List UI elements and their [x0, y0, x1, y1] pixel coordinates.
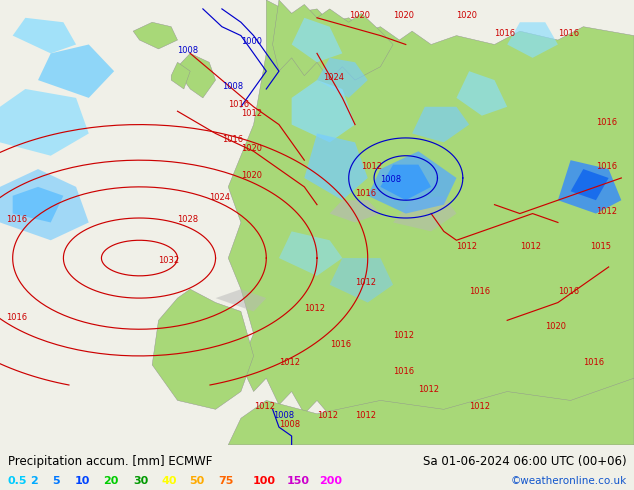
- Text: 1016: 1016: [558, 287, 579, 295]
- Text: ©weatheronline.co.uk: ©weatheronline.co.uk: [510, 476, 626, 486]
- Text: 1008: 1008: [279, 420, 300, 429]
- Polygon shape: [393, 196, 456, 231]
- Polygon shape: [38, 45, 114, 98]
- Text: 1016: 1016: [393, 367, 414, 376]
- Text: 2: 2: [30, 476, 38, 486]
- Text: 1012: 1012: [361, 162, 382, 171]
- Polygon shape: [279, 231, 342, 276]
- Polygon shape: [178, 53, 216, 98]
- Text: 1008: 1008: [273, 411, 294, 420]
- Text: 1016: 1016: [583, 358, 604, 367]
- Text: 1016: 1016: [228, 100, 249, 109]
- Text: 50: 50: [189, 476, 204, 486]
- Text: 1012: 1012: [520, 242, 541, 251]
- Text: 1015: 1015: [590, 242, 611, 251]
- Polygon shape: [0, 89, 89, 156]
- Text: 1020: 1020: [349, 11, 370, 20]
- Polygon shape: [0, 169, 89, 240]
- Polygon shape: [292, 18, 342, 62]
- Polygon shape: [412, 107, 469, 143]
- Text: 200: 200: [320, 476, 342, 486]
- Text: 1016: 1016: [6, 216, 27, 224]
- Text: 1032: 1032: [158, 255, 179, 265]
- Text: 5: 5: [52, 476, 60, 486]
- Text: 10: 10: [75, 476, 90, 486]
- Text: 1012: 1012: [418, 385, 439, 393]
- Text: 1020: 1020: [456, 11, 477, 20]
- Text: 1012: 1012: [317, 411, 338, 420]
- Text: 1016: 1016: [6, 313, 27, 322]
- Text: 1028: 1028: [178, 216, 198, 224]
- Polygon shape: [228, 0, 634, 445]
- Text: 1012: 1012: [393, 331, 414, 340]
- Polygon shape: [330, 258, 393, 302]
- Polygon shape: [292, 80, 355, 143]
- Text: 30: 30: [133, 476, 148, 486]
- Text: 1016: 1016: [596, 162, 617, 171]
- Polygon shape: [152, 289, 254, 409]
- Polygon shape: [330, 200, 380, 222]
- Text: 1012: 1012: [596, 207, 617, 216]
- Text: 1016: 1016: [558, 28, 579, 38]
- Text: 1020: 1020: [241, 144, 262, 153]
- Text: 1012: 1012: [254, 402, 275, 411]
- Text: 40: 40: [162, 476, 177, 486]
- Text: 1012: 1012: [279, 358, 300, 367]
- Polygon shape: [317, 58, 368, 98]
- Text: 1012: 1012: [241, 109, 262, 118]
- Text: 1008: 1008: [222, 82, 243, 91]
- Polygon shape: [304, 133, 368, 200]
- Polygon shape: [216, 289, 266, 312]
- Polygon shape: [13, 187, 63, 222]
- Polygon shape: [368, 151, 456, 214]
- Polygon shape: [228, 378, 634, 445]
- Text: 1012: 1012: [469, 402, 490, 411]
- Text: 1016: 1016: [330, 340, 351, 349]
- Text: 1016: 1016: [469, 287, 490, 295]
- Polygon shape: [13, 18, 76, 53]
- Polygon shape: [171, 62, 190, 89]
- Text: 150: 150: [287, 476, 309, 486]
- Text: 1012: 1012: [456, 242, 477, 251]
- Text: 1024: 1024: [209, 193, 230, 202]
- Polygon shape: [558, 160, 621, 214]
- Text: 1012: 1012: [355, 278, 376, 287]
- Text: 1016: 1016: [355, 189, 376, 198]
- Text: 1008: 1008: [178, 47, 198, 55]
- Text: 75: 75: [219, 476, 234, 486]
- Text: 1016: 1016: [495, 28, 515, 38]
- Polygon shape: [273, 0, 393, 80]
- Text: 1016: 1016: [222, 135, 243, 145]
- Polygon shape: [380, 165, 431, 200]
- Text: 1024: 1024: [323, 73, 344, 82]
- Text: 1020: 1020: [545, 322, 566, 331]
- Text: Precipitation accum. [mm] ECMWF: Precipitation accum. [mm] ECMWF: [8, 455, 212, 468]
- Text: 0.5: 0.5: [8, 476, 27, 486]
- Polygon shape: [507, 22, 558, 58]
- Polygon shape: [571, 169, 609, 200]
- Text: 1012: 1012: [304, 304, 325, 314]
- Text: 1020: 1020: [241, 171, 262, 180]
- Text: 20: 20: [103, 476, 118, 486]
- Text: 100: 100: [252, 476, 275, 486]
- Polygon shape: [133, 22, 178, 49]
- Text: 1020: 1020: [393, 11, 414, 20]
- Polygon shape: [456, 71, 507, 116]
- Text: Sa 01-06-2024 06:00 UTC (00+06): Sa 01-06-2024 06:00 UTC (00+06): [423, 455, 626, 468]
- Text: 1016: 1016: [596, 118, 617, 126]
- Text: 1000: 1000: [241, 38, 262, 47]
- Text: 1008: 1008: [380, 175, 401, 184]
- Text: 1012: 1012: [355, 411, 376, 420]
